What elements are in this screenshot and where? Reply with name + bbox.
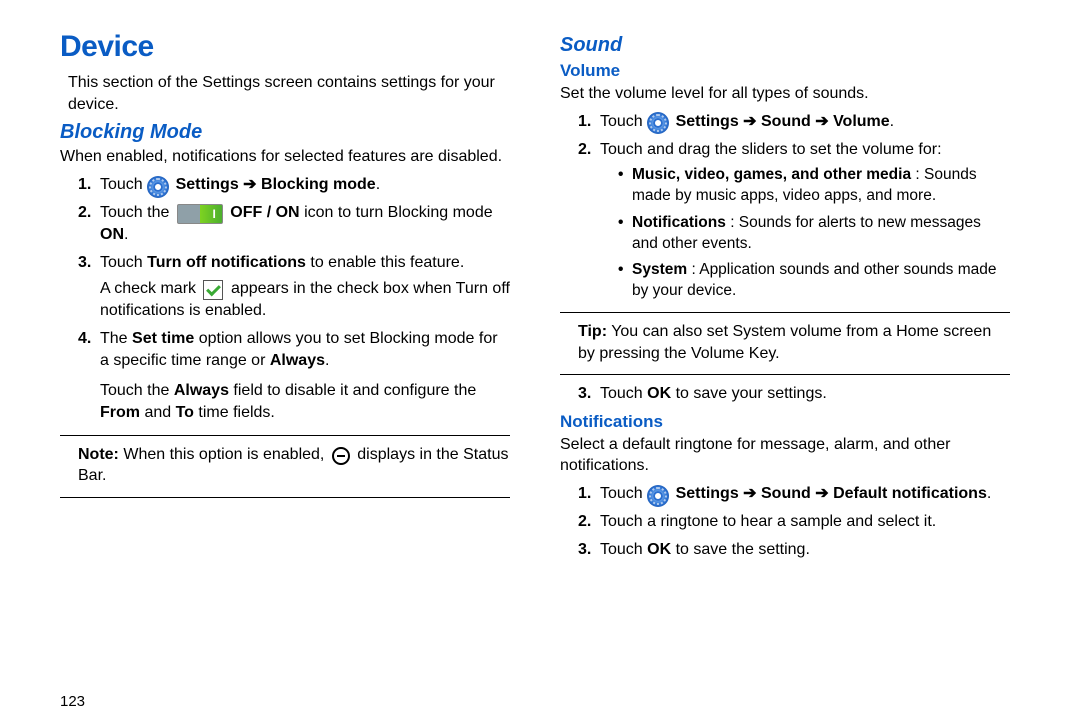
t3: field to disable it and configure the [233, 382, 476, 399]
divider [560, 312, 1010, 313]
manual-page: Device This section of the Settings scre… [0, 0, 1080, 720]
notifications-heading: Notifications [560, 412, 1010, 432]
t2: to save your settings. [676, 385, 827, 402]
settime-label: Set time [132, 330, 194, 347]
step-number: 3. [578, 539, 591, 561]
bb: System [632, 261, 687, 278]
step4-sub: Touch the Always field to disable it and… [100, 380, 510, 424]
step-number: 2. [578, 139, 591, 161]
turnoff-label: Turn off notifications [147, 254, 306, 271]
step-number: 1. [578, 111, 591, 133]
bb: Music, video, games, and other media [632, 166, 911, 183]
step-text: Touch [100, 254, 147, 271]
tip-label: Tip: [578, 323, 607, 340]
s4a: The [100, 330, 132, 347]
step-bold: Settings ➔ Blocking mode [176, 176, 376, 193]
settings-icon [647, 485, 669, 507]
bullet-system: System : Application sounds and other so… [618, 260, 1010, 302]
right-column: Sound Volume Set the volume level for al… [540, 30, 1040, 710]
step-number: 3. [578, 383, 591, 405]
t4: From [100, 404, 140, 421]
notifications-steps: 1. Touch Settings ➔ Sound ➔ Default noti… [560, 483, 1010, 561]
volume-tip: Tip: You can also set System volume from… [560, 321, 1010, 364]
blocking-step-1: 1. Touch Settings ➔ Blocking mode. [78, 174, 510, 196]
blocking-steps: 1. Touch Settings ➔ Blocking mode. 2. To… [60, 174, 510, 425]
volume-desc: Set the volume level for all types of so… [560, 83, 1010, 105]
t5: and [144, 404, 175, 421]
t2: Always [174, 382, 229, 399]
blocking-desc: When enabled, notifications for selected… [60, 146, 510, 168]
notif-step-3: 3. Touch OK to save the setting. [578, 539, 1010, 561]
divider [60, 497, 510, 498]
volume-steps: 1. Touch Settings ➔ Sound ➔ Volume. 2. T… [560, 111, 1010, 303]
intro-text: This section of the Settings screen cont… [60, 72, 510, 115]
b: OK [647, 541, 671, 558]
t7: time fields. [198, 404, 274, 421]
t: Touch and drag the sliders to set the vo… [600, 141, 942, 158]
t2: to save the setting. [676, 541, 810, 558]
always-label: Always [270, 352, 325, 369]
t6: To [176, 404, 194, 421]
on-label: ON [100, 226, 124, 243]
b: Settings ➔ Sound ➔ Volume [676, 113, 890, 130]
sub-a: A check mark [100, 280, 200, 297]
off-on-label: OFF / ON [230, 204, 299, 221]
bullet-media: Music, video, games, and other media : S… [618, 165, 1010, 207]
notifications-desc: Select a default ringtone for message, a… [560, 434, 1010, 477]
divider [560, 374, 1010, 375]
bt: : Application sounds and other sounds ma… [632, 261, 997, 299]
step-number: 1. [78, 174, 91, 196]
volume-step-1: 1. Touch Settings ➔ Sound ➔ Volume. [578, 111, 1010, 133]
t: Touch [600, 485, 647, 502]
t1: Touch the [100, 382, 174, 399]
settings-icon [147, 176, 169, 198]
blocking-mode-heading: Blocking Mode [60, 121, 510, 144]
step-text2: icon to turn Blocking mode [304, 204, 493, 221]
t: Touch a ringtone to hear a sample and se… [600, 513, 936, 530]
step-number: 1. [578, 483, 591, 505]
blocking-step-2: 2. Touch the OFF / ON icon to turn Block… [78, 202, 510, 246]
t: Touch [600, 541, 647, 558]
volume-step-3: 3. Touch OK to save your settings. [578, 383, 1010, 405]
blocking-step-4: 4. The Set time option allows you to set… [78, 328, 510, 424]
blocking-note: Note: When this option is enabled, displ… [60, 444, 510, 487]
step3-sub: A check mark appears in the check box wh… [100, 278, 510, 322]
t: Touch [600, 113, 647, 130]
step-text2: to enable this feature. [310, 254, 464, 271]
divider [60, 435, 510, 436]
blocking-step-3: 3. Touch Turn off notifications to enabl… [78, 252, 510, 322]
toggle-on-icon [177, 204, 223, 224]
step-text: Touch the [100, 204, 174, 221]
notif-step-1: 1. Touch Settings ➔ Sound ➔ Default noti… [578, 483, 1010, 505]
b: Settings ➔ Sound ➔ Default notifications [676, 485, 987, 502]
sound-heading: Sound [560, 34, 1010, 57]
notif-step-2: 2. Touch a ringtone to hear a sample and… [578, 511, 1010, 533]
bullet-notifications: Notifications : Sounds for alerts to new… [618, 213, 1010, 255]
t: Touch [600, 385, 647, 402]
note-a: When this option is enabled, [123, 446, 328, 463]
volume-step-2: 2. Touch and drag the sliders to set the… [578, 139, 1010, 303]
b: OK [647, 385, 671, 402]
step-number: 2. [578, 511, 591, 533]
left-column: Device This section of the Settings scre… [60, 30, 540, 710]
step-text: Touch [100, 176, 147, 193]
step-number: 2. [78, 202, 91, 224]
step-number: 4. [78, 328, 91, 350]
page-title: Device [60, 30, 510, 64]
step-number: 3. [78, 252, 91, 274]
bb: Notifications [632, 214, 726, 231]
volume-bullets: Music, video, games, and other media : S… [600, 165, 1010, 303]
note-label: Note: [78, 446, 119, 463]
tip-text: You can also set System volume from a Ho… [578, 323, 991, 362]
page-number: 123 [60, 693, 85, 710]
volume-heading: Volume [560, 61, 1010, 81]
settings-icon [647, 112, 669, 134]
blocking-statusbar-icon [332, 447, 350, 465]
volume-steps-cont: 3. Touch OK to save your settings. [560, 383, 1010, 405]
checkmark-icon [203, 280, 223, 300]
